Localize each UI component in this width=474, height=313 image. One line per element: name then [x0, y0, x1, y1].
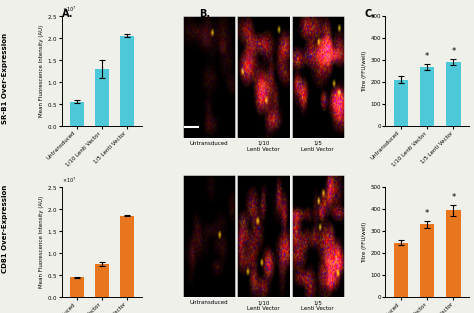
X-axis label: 1/5
Lenti Vector: 1/5 Lenti Vector	[301, 300, 334, 311]
Text: *: *	[451, 47, 456, 56]
Text: *: *	[425, 209, 429, 218]
Y-axis label: Titre (FFU/well): Titre (FFU/well)	[363, 222, 367, 263]
Bar	[95, 69, 109, 126]
Bar	[70, 102, 83, 126]
Bar	[393, 80, 408, 126]
Text: C.: C.	[365, 9, 376, 19]
Bar	[446, 62, 461, 126]
X-axis label: 1/10
Lenti Vector: 1/10 Lenti Vector	[247, 141, 280, 152]
Bar	[393, 243, 408, 297]
X-axis label: 1/10
Lenti Vector: 1/10 Lenti Vector	[247, 300, 280, 311]
Text: *: *	[425, 53, 429, 61]
Bar	[120, 36, 134, 126]
Bar	[120, 216, 134, 297]
Bar	[420, 224, 434, 297]
X-axis label: Untransduced: Untransduced	[190, 141, 228, 146]
Y-axis label: Mean Fluorescence Intensity (AU): Mean Fluorescence Intensity (AU)	[39, 196, 44, 288]
Text: B.: B.	[199, 9, 210, 19]
X-axis label: Untransduced: Untransduced	[190, 300, 228, 305]
Y-axis label: Titre (FFU/well): Titre (FFU/well)	[363, 50, 367, 91]
Bar	[95, 264, 109, 297]
Text: SR-B1 Over-Expression: SR-B1 Over-Expression	[2, 33, 8, 124]
X-axis label: 1/5
Lenti Vector: 1/5 Lenti Vector	[301, 141, 334, 152]
Bar	[420, 67, 434, 126]
Text: CD81 Over-Expression: CD81 Over-Expression	[2, 184, 8, 273]
Bar	[70, 277, 83, 297]
Text: A.: A.	[62, 9, 73, 19]
Bar	[446, 210, 461, 297]
Y-axis label: Mean Fluorescence Intensity (AU): Mean Fluorescence Intensity (AU)	[39, 25, 44, 117]
Text: *: *	[451, 193, 456, 202]
